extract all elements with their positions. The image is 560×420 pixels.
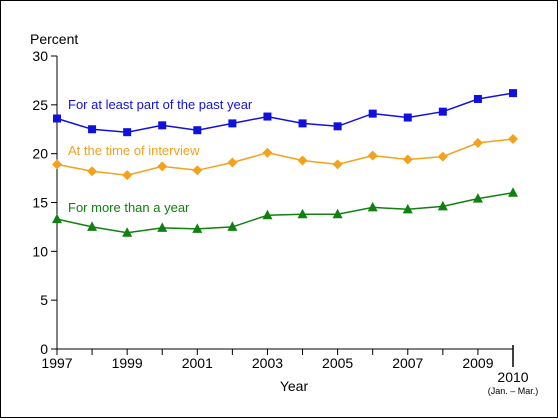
data-point-triangle	[367, 201, 378, 212]
data-point-square	[193, 126, 202, 135]
y-tick-label: 10	[32, 243, 48, 259]
series-line-for-at-least-part-of-the-past-year	[56, 92, 514, 133]
data-point-triangle	[87, 221, 98, 231]
data-point-square	[158, 121, 167, 130]
data-point-triangle	[122, 227, 133, 237]
data-point-square	[509, 89, 517, 98]
x-tick-label: 2005	[322, 355, 353, 371]
data-point-triangle	[437, 200, 448, 211]
data-point-square	[88, 125, 97, 134]
data-point-square	[298, 119, 307, 128]
y-tick-label: 20	[32, 146, 48, 162]
data-point-diamond	[122, 170, 133, 181]
data-point-triangle	[227, 221, 238, 231]
series-label-at-the-time-of-interview: At the time of interview	[68, 143, 200, 158]
data-point-triangle	[157, 222, 168, 232]
y-tick-label: 5	[40, 292, 48, 308]
data-point-square	[473, 94, 482, 103]
data-point-diamond	[402, 154, 413, 165]
series-label-for-more-than-a-year: For more than a year	[68, 200, 190, 215]
data-point-diamond	[192, 165, 203, 176]
data-point-square	[368, 109, 377, 118]
data-point-triangle	[297, 208, 308, 219]
x-tick-sublabel: (Jan. – Mar.)	[488, 386, 539, 396]
series-markers	[52, 89, 518, 237]
data-point-triangle	[332, 208, 343, 219]
series-label-for-at-least-part-of-the-past-year: For at least part of the past year	[68, 97, 253, 112]
x-tick-label: 2010	[497, 369, 528, 385]
data-point-square	[403, 113, 412, 122]
data-point-triangle	[262, 209, 273, 220]
data-point-diamond	[332, 159, 343, 170]
data-point-diamond	[262, 147, 273, 158]
y-tick-label: 25	[32, 97, 48, 113]
data-point-triangle	[508, 187, 518, 197]
data-point-square	[438, 107, 447, 116]
x-tick-label: 2007	[392, 355, 423, 371]
x-tick-label: 1997	[41, 355, 72, 371]
series-labels: For at least part of the past year At the…	[68, 97, 253, 215]
data-point-diamond	[297, 155, 308, 166]
y-tick-label: 30	[32, 48, 48, 64]
x-tick-label: 2003	[252, 355, 283, 371]
x-axis-title: Year	[280, 378, 309, 394]
data-point-square	[228, 119, 237, 128]
series-line-for-more-than-a-year	[56, 191, 514, 234]
x-tick-label: 2001	[182, 355, 213, 371]
y-tick-label: 15	[32, 195, 48, 211]
data-point-diamond	[87, 166, 98, 177]
data-point-diamond	[52, 159, 62, 170]
data-point-triangle	[402, 203, 413, 214]
data-point-square	[53, 114, 61, 123]
x-tick-label: 2009	[462, 355, 493, 371]
data-point-diamond	[157, 161, 168, 172]
data-point-square	[123, 128, 132, 137]
data-point-diamond	[227, 157, 238, 168]
data-point-triangle	[472, 193, 483, 203]
data-point-diamond	[367, 150, 378, 161]
data-point-square	[333, 122, 342, 131]
data-point-diamond	[508, 134, 518, 145]
data-point-triangle	[192, 223, 203, 233]
data-point-triangle	[52, 213, 62, 224]
x-tick-label: 1999	[112, 355, 143, 371]
series-lines	[56, 92, 514, 234]
data-point-diamond	[437, 151, 448, 162]
ticks: 0 5 10 15 20 25 30 1997 1999 2001 2003 2005 2007 2009…	[32, 48, 538, 396]
data-point-diamond	[472, 137, 483, 148]
series-line-at-the-time-of-interview	[56, 138, 514, 176]
y-tick-label: 0	[40, 341, 48, 357]
y-axis-title: Percent	[30, 31, 78, 47]
data-point-square	[263, 112, 272, 121]
